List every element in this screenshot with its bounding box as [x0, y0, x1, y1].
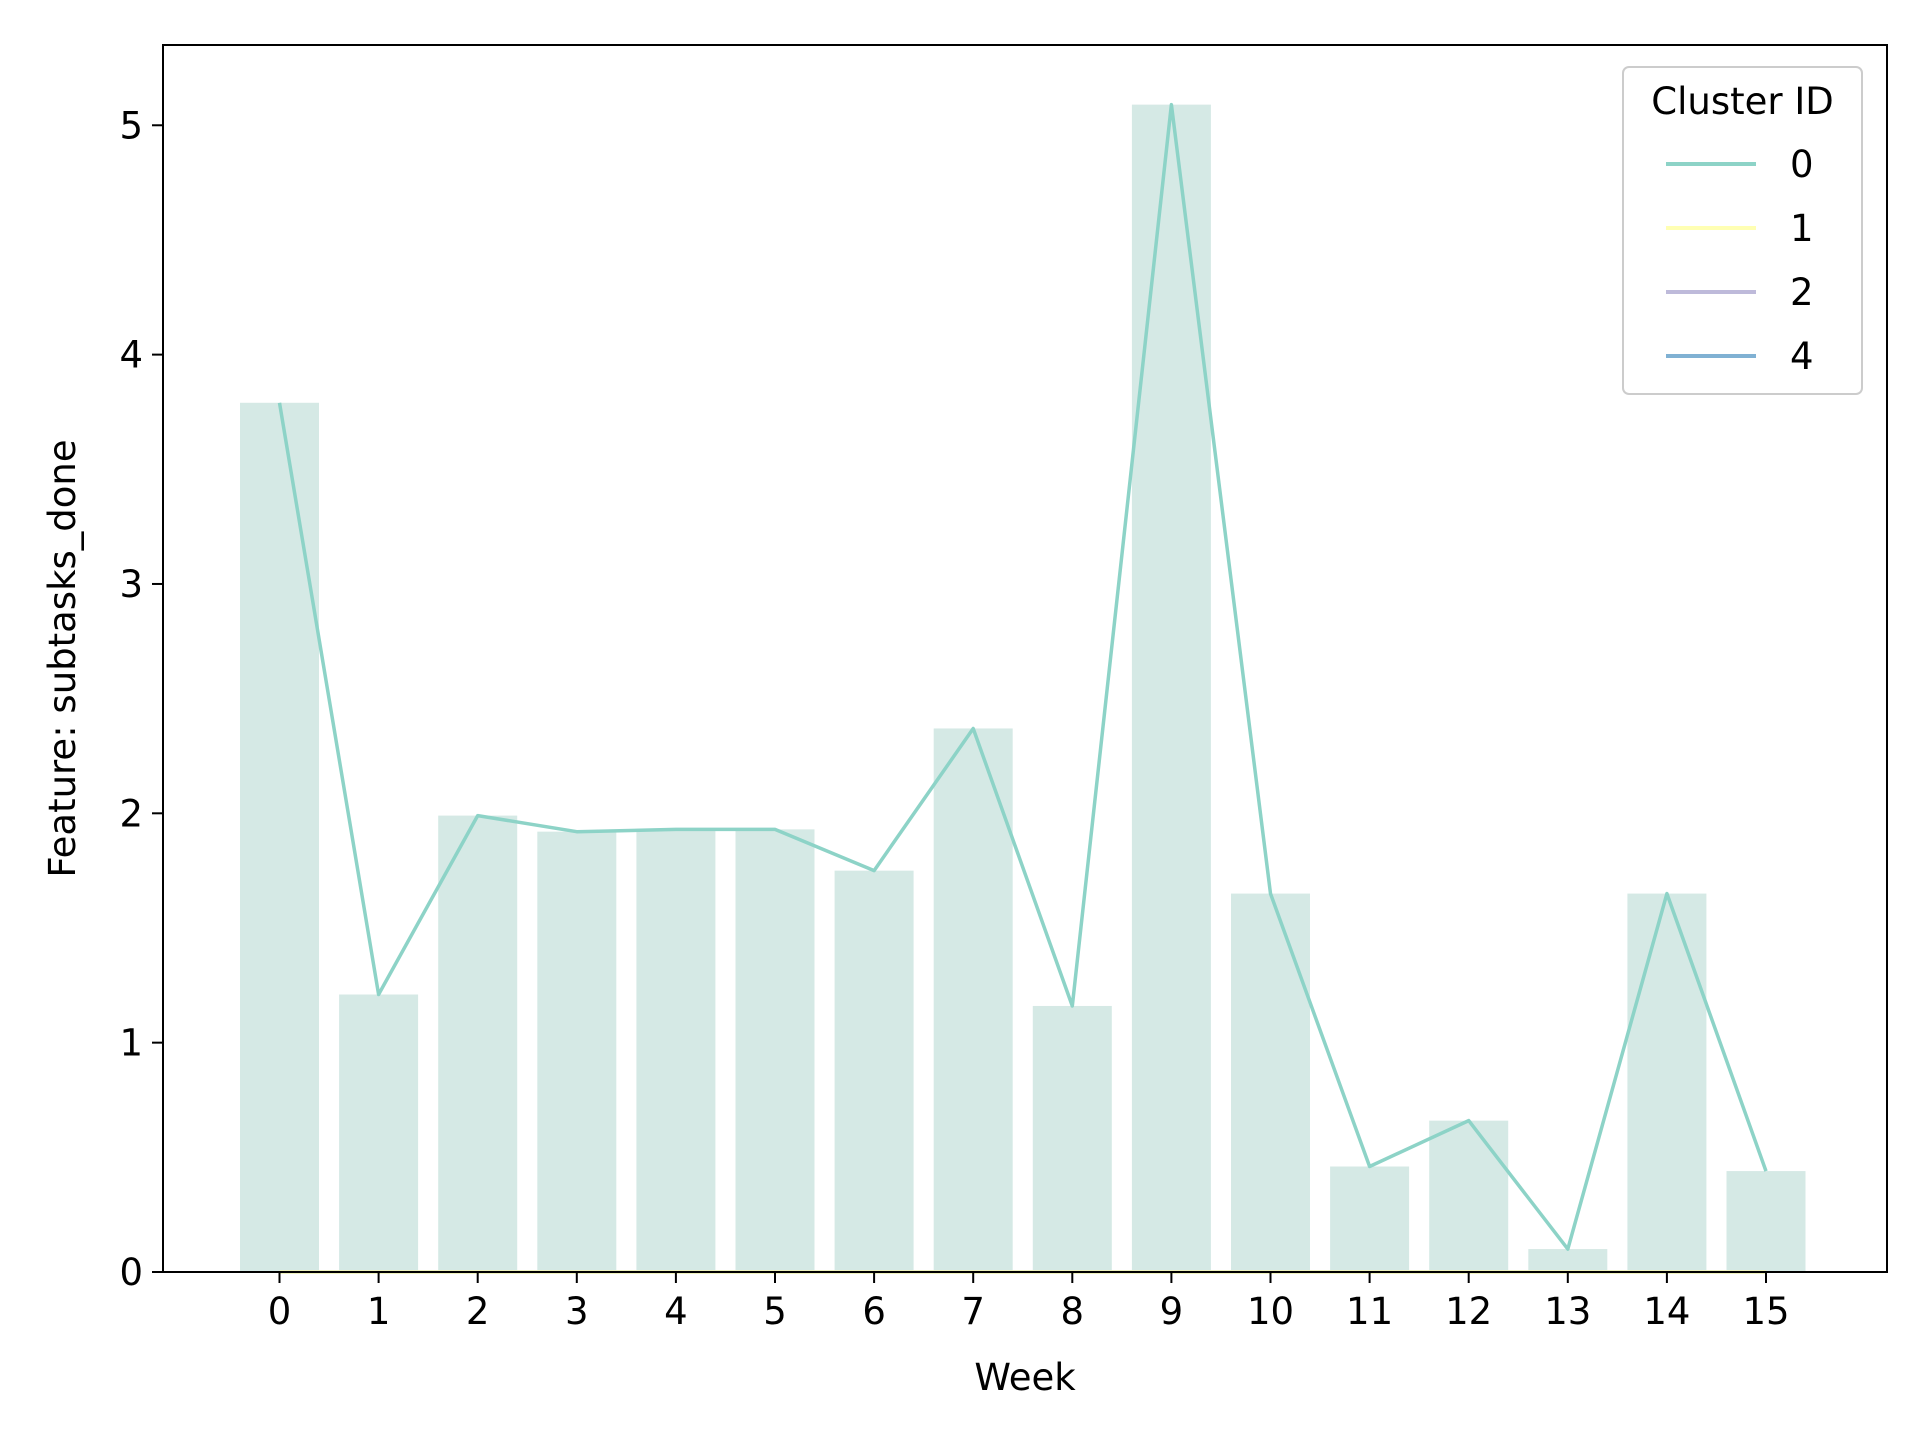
x-tick-label: 11 [1346, 1290, 1393, 1333]
bar-week-3 [537, 831, 617, 1272]
bars-layer [240, 104, 1806, 1273]
bar-week-8 [1032, 1005, 1112, 1272]
x-ticks: 0 1 2 3 4 5 6 7 8 9 10 11 12 13 14 15 [268, 1272, 1790, 1333]
x-axis-label: Week [974, 1356, 1076, 1399]
x-tick-label: 10 [1247, 1290, 1294, 1333]
x-tick-label: 3 [565, 1290, 589, 1333]
x-tick-label: 14 [1643, 1290, 1690, 1333]
legend-label-cluster-2: 2 [1790, 271, 1814, 314]
x-tick-label: 9 [1160, 1290, 1184, 1333]
bar-week-11 [1330, 1166, 1410, 1272]
y-tick-label: 2 [119, 792, 143, 835]
legend-label-cluster-4: 4 [1790, 335, 1814, 378]
y-tick-label: 3 [119, 563, 143, 606]
bar-week-13 [1528, 1249, 1608, 1272]
x-tick-label: 2 [466, 1290, 490, 1333]
x-tick-label: 7 [961, 1290, 985, 1333]
y-tick-label: 4 [119, 334, 143, 377]
bar-week-12 [1429, 1120, 1509, 1272]
y-tick-label: 5 [119, 104, 143, 147]
legend: Cluster ID 0 1 2 4 [1622, 66, 1863, 395]
legend-label-cluster-1: 1 [1790, 207, 1814, 250]
bar-week-9 [1131, 104, 1211, 1273]
bar-week-5 [735, 829, 815, 1272]
bar-week-0 [240, 402, 319, 1273]
bar-week-15 [1726, 1171, 1806, 1272]
bar-week-14 [1627, 893, 1707, 1272]
x-tick-label: 15 [1742, 1290, 1789, 1333]
x-tick-label: 8 [1061, 1290, 1085, 1333]
bar-week-4 [636, 829, 716, 1272]
x-tick-label: 4 [664, 1290, 688, 1333]
y-axis-label: Feature: subtasks_done [41, 439, 84, 877]
legend-title: Cluster ID [1651, 80, 1834, 123]
x-tick-label: 12 [1445, 1290, 1492, 1333]
y-tick-label: 1 [119, 1022, 143, 1065]
y-ticks: 0 1 2 3 4 5 [119, 104, 163, 1294]
bar-week-6 [834, 870, 914, 1272]
plot-frame [162, 44, 1888, 1273]
x-tick-label: 13 [1544, 1290, 1591, 1333]
x-tick-label: 1 [367, 1290, 391, 1333]
bar-week-10 [1231, 893, 1310, 1272]
series-line-cluster-0 [277, 102, 1768, 1251]
legend-box [1622, 66, 1863, 395]
bar-week-1 [339, 994, 419, 1272]
y-tick-label: 0 [119, 1251, 143, 1294]
bar-week-2 [438, 815, 518, 1272]
bar-week-7 [933, 728, 1013, 1272]
legend-label-cluster-0: 0 [1790, 143, 1814, 186]
x-tick-label: 0 [268, 1290, 292, 1333]
x-tick-label: 6 [862, 1290, 886, 1333]
x-tick-label: 5 [763, 1290, 787, 1333]
